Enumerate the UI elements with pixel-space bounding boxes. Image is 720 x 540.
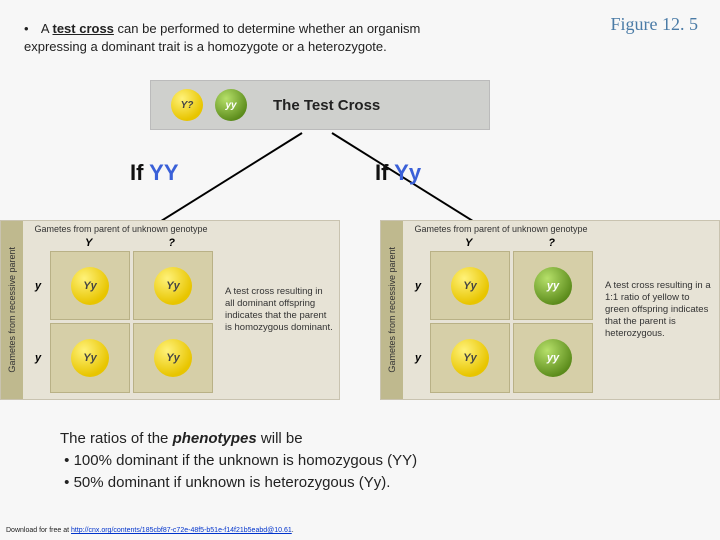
panel-explanation: A test cross resulting in all dominant o…: [219, 221, 339, 399]
top-alleles: Y?: [29, 237, 213, 249]
figure-number: Figure 12. 5: [611, 14, 699, 35]
vertical-axis-label: Gametes from recessive parent: [1, 221, 23, 399]
branch-line-left: [157, 132, 302, 224]
punnett-cell: Yy: [133, 251, 213, 321]
punnett-panel-heterozygous: Gametes from recessive parent Gametes fr…: [380, 220, 720, 400]
if-hetero-label: If Yy: [375, 160, 421, 186]
punnett-grid: y Yy yy y Yy yy: [409, 251, 593, 393]
punnett-cell: yy: [513, 251, 593, 321]
test-cross-header: Y? yy The Test Cross: [150, 80, 490, 130]
pea-green-recessive: yy: [215, 89, 247, 121]
vertical-axis-label: Gametes from recessive parent: [381, 221, 403, 399]
punnett-cell: yy: [513, 323, 593, 393]
source-link[interactable]: http://cnx.org/contents/185cbf87-c72e-48…: [71, 527, 292, 534]
download-footer: Download for free at http://cnx.org/cont…: [6, 527, 294, 534]
top-axis-label: Gametes from parent of unknown genotype: [409, 225, 593, 235]
punnett-panel-homozygous: Gametes from recessive parent Gametes fr…: [0, 220, 340, 400]
intro-bullet: • A test cross can be performed to deter…: [24, 20, 454, 55]
if-yy-label: If YY: [130, 160, 179, 186]
punnett-cell: Yy: [430, 251, 510, 321]
conclusion-text: The ratios of the phenotypes will be • 1…: [60, 428, 417, 493]
punnett-cell: Yy: [50, 323, 130, 393]
punnett-grid: y Yy Yy y Yy Yy: [29, 251, 213, 393]
panel-explanation: A test cross resulting in a 1:1 ratio of…: [599, 221, 719, 399]
top-axis-label: Gametes from parent of unknown genotype: [29, 225, 213, 235]
test-cross-title: The Test Cross: [273, 97, 380, 114]
top-alleles: Y?: [409, 237, 593, 249]
punnett-cell: Yy: [50, 251, 130, 321]
punnett-cell: Yy: [430, 323, 510, 393]
punnett-cell: Yy: [133, 323, 213, 393]
pea-yellow-unknown: Y?: [171, 89, 203, 121]
